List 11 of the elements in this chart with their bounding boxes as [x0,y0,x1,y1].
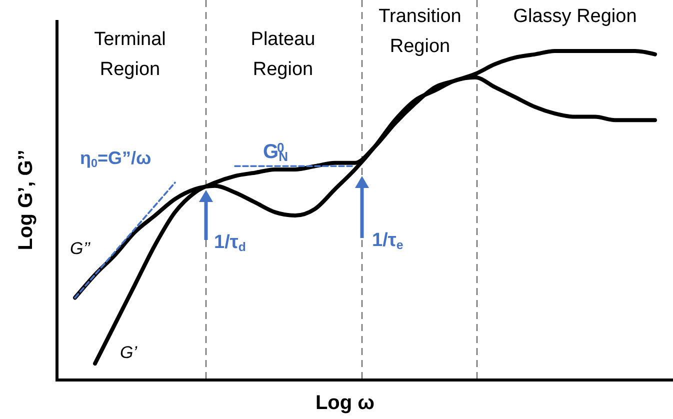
x-axis-title: Log ω [315,392,375,414]
annotation: η$_{0}$=G”/ω [80,148,152,170]
annotation: 1/τ$_{e}$ [372,230,404,252]
text: Glassy Region [513,6,637,27]
annotation: 1/τ$_{d}$ [214,232,246,254]
annotation: Terminal Region [94,29,166,80]
series-label: G’’ [70,239,90,258]
annotation: Transition Region [378,6,462,57]
series-label: G’ [120,343,138,362]
annotation: Plateau Region [250,29,316,80]
y-axis-title: Log G’, G’’ [15,150,37,250]
